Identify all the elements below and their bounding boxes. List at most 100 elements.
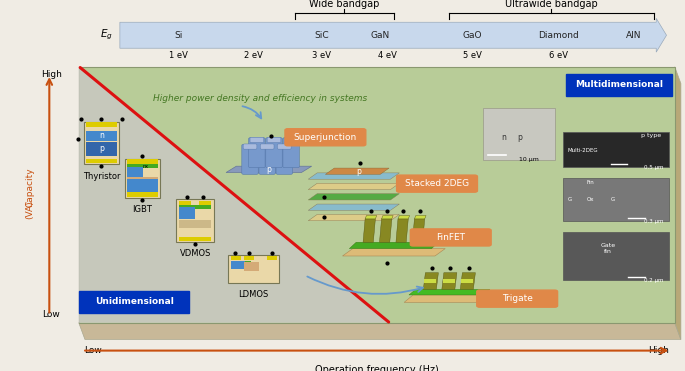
FancyBboxPatch shape (266, 138, 282, 168)
Bar (176, 200, 214, 242)
Text: G: G (611, 197, 615, 202)
Bar (127, 167, 142, 177)
Bar (244, 256, 253, 260)
Bar (179, 207, 195, 219)
Polygon shape (414, 216, 426, 219)
Bar (179, 227, 211, 237)
Bar (86, 142, 117, 156)
Polygon shape (409, 289, 490, 295)
Bar (79, 67, 675, 323)
Text: 6 eV: 6 eV (549, 51, 568, 60)
Polygon shape (79, 323, 681, 339)
FancyBboxPatch shape (285, 129, 366, 146)
Bar (227, 255, 279, 283)
Polygon shape (379, 219, 392, 242)
Text: p: p (356, 167, 361, 176)
FancyBboxPatch shape (242, 144, 258, 174)
Polygon shape (460, 273, 475, 289)
Polygon shape (363, 219, 375, 242)
Text: Thyristor: Thyristor (83, 172, 120, 181)
Polygon shape (398, 216, 410, 219)
Polygon shape (442, 273, 457, 289)
Bar (244, 262, 259, 271)
Text: 0.5 μm: 0.5 μm (644, 165, 663, 170)
FancyBboxPatch shape (276, 144, 292, 174)
Bar (127, 192, 158, 197)
Polygon shape (423, 273, 438, 289)
Text: p: p (266, 165, 271, 174)
Text: Superjunction: Superjunction (294, 133, 357, 142)
FancyBboxPatch shape (267, 137, 281, 142)
Bar (179, 220, 211, 230)
FancyBboxPatch shape (79, 291, 189, 313)
Polygon shape (226, 166, 312, 173)
FancyBboxPatch shape (259, 144, 275, 174)
Bar (199, 200, 210, 205)
Text: IGBT: IGBT (132, 205, 153, 214)
FancyBboxPatch shape (277, 144, 291, 149)
Bar (424, 279, 436, 283)
Bar (127, 160, 158, 164)
Text: LDMOS: LDMOS (238, 290, 269, 299)
FancyBboxPatch shape (283, 138, 299, 168)
Bar (86, 131, 117, 141)
Bar (179, 237, 211, 241)
Bar (84, 121, 119, 164)
Text: 4 eV: 4 eV (377, 51, 397, 60)
FancyBboxPatch shape (250, 137, 264, 142)
FancyBboxPatch shape (249, 138, 265, 168)
Text: p type: p type (641, 132, 661, 138)
Text: SiC: SiC (314, 31, 329, 40)
Text: AlN: AlN (626, 31, 641, 40)
Text: Operation frequency (Hz): Operation frequency (Hz) (315, 365, 438, 371)
Text: nx: nx (142, 164, 148, 170)
Text: Unidimensional: Unidimensional (95, 298, 174, 306)
Text: Higher power density and efficiency in systems: Higher power density and efficiency in s… (153, 94, 367, 103)
Bar (461, 279, 473, 283)
Bar (179, 200, 191, 205)
Polygon shape (349, 242, 438, 249)
Text: GaN: GaN (371, 31, 390, 40)
Text: Low: Low (42, 310, 60, 319)
Polygon shape (308, 214, 399, 221)
Bar (266, 256, 277, 260)
Bar (127, 177, 158, 186)
Polygon shape (79, 68, 388, 323)
Polygon shape (308, 183, 399, 190)
Bar (443, 279, 455, 283)
Text: 3 eV: 3 eV (312, 51, 332, 60)
FancyBboxPatch shape (284, 137, 298, 142)
Polygon shape (308, 194, 399, 200)
Polygon shape (404, 295, 495, 302)
Text: 0.2 μm: 0.2 μm (644, 278, 663, 282)
Bar (127, 164, 158, 168)
Bar (563, 232, 669, 280)
Polygon shape (365, 216, 377, 219)
Text: G: G (568, 197, 572, 202)
Text: Multi-2DEG: Multi-2DEG (567, 148, 598, 153)
Polygon shape (412, 219, 425, 242)
FancyBboxPatch shape (566, 74, 672, 96)
Text: FinFET: FinFET (436, 233, 465, 242)
Bar (563, 178, 669, 221)
Bar (230, 256, 241, 260)
Text: p: p (99, 144, 104, 153)
Text: Fin: Fin (586, 180, 595, 186)
Bar (127, 179, 158, 193)
Text: Gate
fin: Gate fin (601, 243, 616, 254)
Text: p: p (516, 133, 522, 142)
Bar (86, 159, 117, 163)
Text: Trigate: Trigate (501, 294, 533, 303)
Polygon shape (342, 249, 445, 256)
Bar (86, 122, 117, 127)
Text: Stacked 2DEG: Stacked 2DEG (405, 179, 469, 188)
Polygon shape (308, 204, 399, 210)
FancyBboxPatch shape (397, 175, 477, 192)
Bar (179, 230, 211, 235)
Text: Ox: Ox (587, 197, 594, 202)
Bar (230, 261, 245, 269)
Text: $E_g$: $E_g$ (100, 28, 112, 42)
Text: 2 eV: 2 eV (244, 51, 263, 60)
FancyBboxPatch shape (410, 229, 491, 246)
Polygon shape (396, 219, 408, 242)
